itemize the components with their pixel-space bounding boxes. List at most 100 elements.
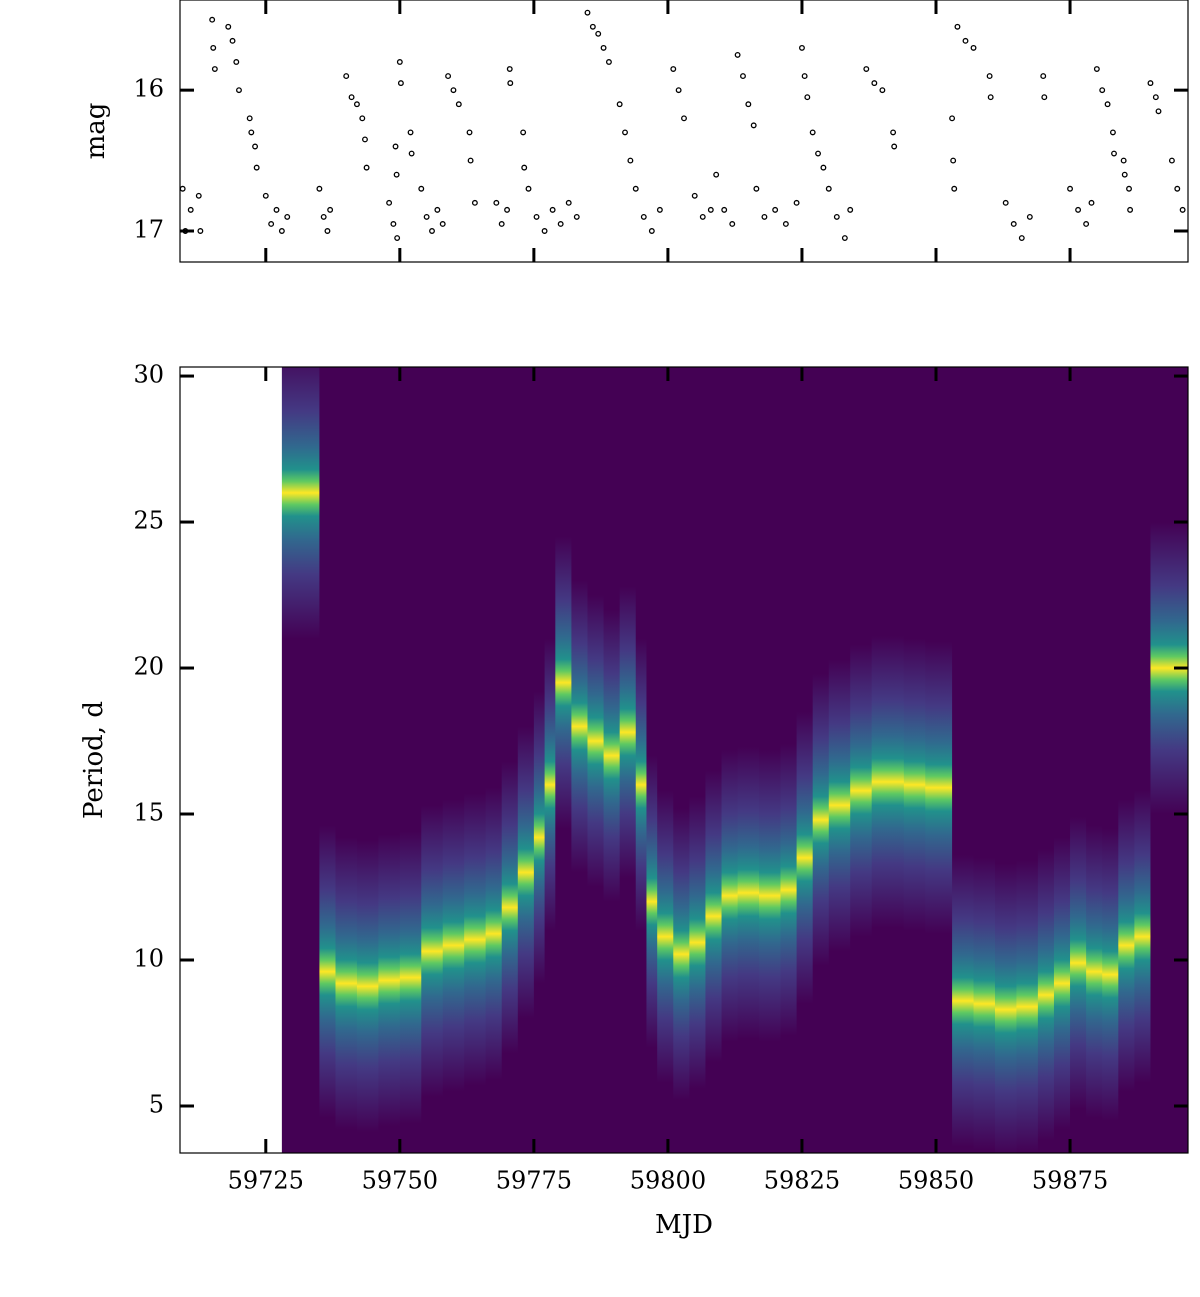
- x-tick-label: 59725: [228, 1167, 304, 1195]
- data-point: [1010, 221, 1017, 227]
- data-point: [721, 206, 728, 213]
- data-point: [408, 150, 415, 157]
- data-point: [429, 228, 435, 234]
- data-point: [622, 129, 628, 136]
- data-point: [1111, 150, 1117, 157]
- data-point: [616, 101, 623, 108]
- data-point: [557, 221, 564, 227]
- heatmap-column: [871, 367, 905, 1153]
- data-point: [879, 87, 886, 94]
- data-point: [656, 206, 663, 213]
- data-point: [820, 164, 827, 171]
- y-tick-label: 16: [133, 75, 164, 103]
- data-point: [584, 9, 591, 16]
- data-point: [1121, 171, 1128, 178]
- data-point: [1109, 129, 1116, 136]
- y-tick-label: 25: [133, 507, 164, 535]
- heatmap-column: [442, 367, 465, 1153]
- y-tick-label: 17: [133, 216, 164, 244]
- data-point: [871, 80, 878, 87]
- data-point: [179, 185, 186, 192]
- heatmap-column: [555, 367, 572, 1153]
- data-point: [195, 192, 202, 199]
- heatmap-column: [501, 367, 519, 1153]
- y-tick-label: 10: [133, 945, 164, 973]
- data-point: [525, 185, 532, 192]
- data-point: [507, 80, 514, 87]
- data-point: [394, 235, 401, 242]
- data-point: [493, 199, 500, 206]
- data-point: [471, 199, 478, 206]
- data-point: [1026, 213, 1033, 220]
- heatmap-column: [994, 367, 1017, 1153]
- data-point: [761, 213, 768, 220]
- data-point: [390, 221, 397, 227]
- data-point: [348, 94, 355, 101]
- heatmap-column: [356, 367, 379, 1153]
- heatmap-column: [544, 367, 556, 1153]
- axes-frame: [179, 366, 1189, 1154]
- data-point: [681, 115, 687, 122]
- data-point: [1104, 101, 1111, 108]
- data-point: [392, 143, 399, 150]
- heatmap-column: [1102, 367, 1119, 1153]
- data-point: [225, 23, 232, 30]
- data-point: [327, 206, 334, 213]
- data-point: [986, 73, 993, 80]
- x-tick-label: 59825: [764, 1167, 840, 1195]
- heatmap-column: [850, 367, 873, 1153]
- data-point: [450, 87, 457, 94]
- data-point: [825, 185, 832, 192]
- heatmap-column: [587, 367, 605, 1153]
- heatmap-column: [517, 367, 535, 1153]
- data-point: [699, 213, 706, 220]
- data-point: [273, 206, 280, 213]
- data-point: [713, 171, 720, 178]
- data-point: [841, 235, 848, 242]
- data-point: [541, 228, 548, 234]
- data-point: [393, 171, 400, 178]
- data-point: [970, 44, 977, 51]
- heatmap-column: [1150, 367, 1189, 1153]
- x-tick-label: 59850: [898, 1167, 974, 1195]
- heatmap-column: [335, 367, 358, 1153]
- heatmap-column: [721, 367, 739, 1153]
- y-tick-label: 20: [133, 653, 164, 681]
- data-point: [595, 30, 602, 37]
- data-point: [396, 59, 403, 65]
- y-tick-label: 5: [149, 1090, 164, 1118]
- heatmap-column: [1086, 367, 1103, 1153]
- data-point: [316, 185, 323, 192]
- data-point: [209, 16, 216, 23]
- data-point: [1152, 94, 1159, 101]
- data-point: [793, 199, 800, 206]
- data-point: [434, 206, 441, 213]
- data-point: [386, 199, 393, 206]
- data-point: [362, 136, 368, 143]
- data-point: [439, 221, 446, 227]
- data-point: [197, 228, 204, 234]
- heatmap-column: [533, 367, 546, 1153]
- data-point: [455, 101, 462, 108]
- data-point: [951, 185, 958, 192]
- data-point: [962, 37, 969, 44]
- data-point: [1126, 185, 1132, 192]
- periodogram-panel: Period, d MJD 5 10 15 20 25 30 59725 59750 59775…: [79, 361, 1189, 1240]
- data-point: [445, 73, 452, 80]
- data-point: [891, 143, 898, 150]
- heatmap-column: [780, 367, 798, 1153]
- data-point: [467, 157, 474, 164]
- data-point: [804, 94, 811, 101]
- data-point: [262, 192, 269, 199]
- heatmap-column: [689, 367, 706, 1153]
- heatmap-column: [952, 367, 975, 1153]
- data-point: [1147, 80, 1154, 87]
- data-point: [353, 101, 360, 108]
- data-point: [740, 73, 746, 80]
- data-point: [1067, 185, 1073, 192]
- data-point: [466, 129, 473, 136]
- axes-frame: [179, 0, 1189, 263]
- data-point: [640, 213, 647, 220]
- heatmap-column: [1016, 367, 1039, 1153]
